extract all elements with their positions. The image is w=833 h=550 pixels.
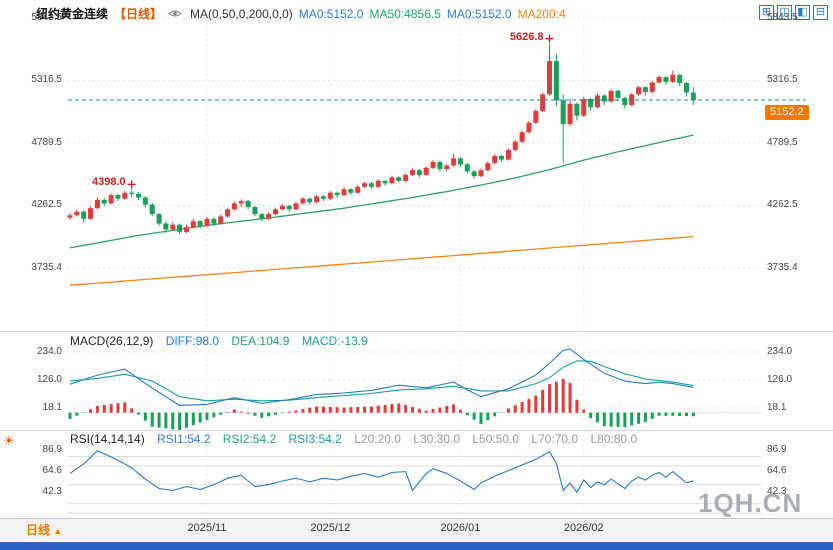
layout-left-split-icon[interactable]: ◧ — [795, 5, 810, 20]
ma-formula: MA(0,50,0,200,0,0) — [190, 6, 293, 21]
period-tab-label: 日线 — [26, 523, 51, 537]
layout-horizontal-split-icon[interactable]: ⊟ — [813, 5, 828, 20]
main-chart-header: 纽约黄金连续 【日线】 MA(0,50,0,200,0,0) MA0:5152.… — [36, 5, 566, 22]
macd-dea-value: DEA:104.9 — [231, 334, 290, 348]
panel-separator — [0, 331, 833, 332]
time-axis-bar — [0, 518, 833, 543]
period-tag: 【日线】 — [114, 7, 163, 21]
rsi-name: RSI(14,14,14) — [70, 432, 145, 446]
macd-diff-value: DIFF:98.0 — [165, 334, 220, 348]
rsi-header: RSI(14,14,14) RSI1:54.2 RSI2:54.2 RSI3:5… — [70, 432, 646, 446]
rsi2-value: RSI2:54.2 — [222, 432, 277, 446]
rsi-l70: L70:70.0 — [531, 432, 579, 446]
ma200-value: MA200:4 — [517, 6, 566, 21]
layout-toolbar: ⊞ ◫ ◧ ⊟ — [759, 5, 828, 20]
ma0-value-2: MA0:5152.0 — [446, 6, 512, 21]
eye-icon[interactable] — [168, 8, 182, 19]
rsi-l30: L30:30.0 — [413, 432, 460, 446]
rsi-l80: L80:80.0 — [590, 432, 638, 446]
macd-header: MACD(26,12,9) DIFF:98.0 DEA:104.9 MACD:-… — [70, 334, 377, 348]
layout-vertical-split-icon[interactable]: ◫ — [777, 5, 792, 20]
instrument-title: 纽约黄金连续 — [36, 7, 109, 21]
triangle-up-icon: ▲ — [53, 526, 63, 536]
panel-separator — [0, 430, 833, 431]
layout-quad-icon[interactable]: ⊞ — [759, 5, 774, 20]
bottom-blue-strip — [0, 542, 833, 550]
ma0-value: MA0:5152.0 — [298, 6, 364, 21]
rsi-l20: L20:20.0 — [354, 432, 401, 446]
rsi3-value: RSI3:54.2 — [288, 432, 342, 446]
macd-bar-value: MACD:-13.9 — [301, 334, 368, 348]
sun-icon[interactable]: ☀ — [3, 433, 15, 448]
last-price-badge: 5152.2 — [765, 104, 809, 120]
rsi-l50: L50:50.0 — [472, 432, 520, 446]
period-tab-daily[interactable]: 日线 ▲ — [26, 521, 62, 538]
ma50-value: MA50:4856.5 — [369, 6, 441, 21]
macd-name: MACD(26,12,9) — [70, 334, 154, 348]
rsi1-value: RSI1:54.2 — [157, 432, 211, 446]
